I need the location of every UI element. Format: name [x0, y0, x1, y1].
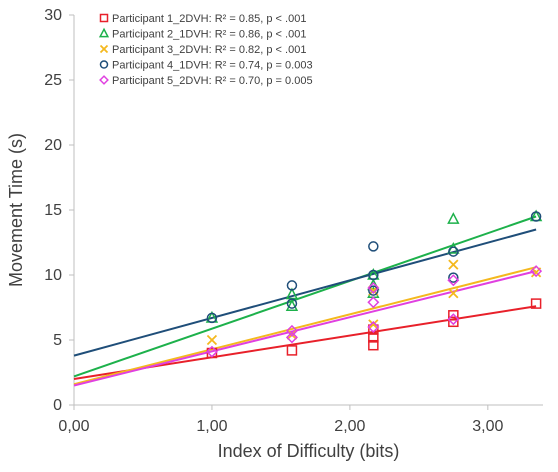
circle-marker	[286, 280, 298, 291]
triangle-marker	[285, 299, 299, 311]
diamond-marker	[285, 331, 298, 344]
x-marker-stroke	[448, 259, 459, 270]
data-point-series-1	[368, 339, 379, 351]
y-tick-label: 5	[53, 332, 62, 349]
square-marker	[368, 339, 379, 351]
data-point-series-4	[206, 312, 218, 324]
x-tick-label: 2,00	[334, 418, 365, 435]
data-point-series-4	[286, 298, 298, 309]
legend: Participant 1_2DVH: R² = 0.85, p < .001 P…	[98, 13, 313, 87]
x-marker-stroke	[448, 288, 459, 299]
circle-marker	[368, 241, 379, 252]
data-point-series-5	[367, 296, 380, 309]
data-point-series-2	[447, 212, 460, 224]
x-tick-label: 3,00	[472, 418, 503, 435]
y-tick-label: 15	[44, 202, 62, 219]
legend-label-series-3: Participant 3_2DVH: R² = 0.82, p < .001	[112, 44, 306, 56]
data-point-series-4	[368, 241, 379, 252]
y-tick-label: 0	[53, 397, 62, 414]
x-marker-stroke	[206, 334, 218, 346]
axes: 0 5 10 15 20 25 30 0,00 1,00 2,00 3,00	[44, 7, 543, 435]
y-axis-title: Movement Time (s)	[6, 133, 26, 287]
y-tick-label: 30	[44, 7, 62, 24]
data-point-series-3	[448, 259, 459, 270]
trendline-series-5	[73, 270, 537, 387]
x-axis-title: Index of Difficulty (bits)	[218, 441, 400, 461]
data-point-series-5	[367, 281, 380, 295]
data-point-series-2	[285, 299, 299, 311]
circle-marker	[368, 269, 379, 281]
y-tick-label: 25	[44, 72, 62, 89]
square-marker	[448, 316, 459, 328]
data-point-series-1	[448, 316, 459, 328]
circle-marker	[448, 246, 459, 257]
triangle-marker	[98, 27, 110, 38]
diamond-marker	[530, 265, 543, 278]
data-point-series-4	[448, 272, 459, 283]
data-point-series-3	[368, 319, 379, 330]
circle-marker	[206, 312, 218, 324]
data-point-series-4	[368, 269, 379, 281]
legend-marker-series-1	[99, 13, 109, 23]
trendline-series-4	[73, 228, 537, 357]
square-marker	[530, 298, 542, 309]
y-tick-label: 20	[44, 137, 62, 154]
y-tick-label: 10	[44, 267, 62, 284]
data-point-series-1	[286, 345, 298, 356]
legend-label-series-5: Participant 5_2DVH: R² = 0.70, p = 0.005	[112, 75, 313, 87]
circle-marker	[286, 298, 298, 309]
data-point-series-5	[447, 274, 460, 287]
square-marker	[286, 345, 298, 356]
trendline-series-2	[73, 215, 537, 378]
circle-marker	[368, 285, 379, 296]
data-points	[205, 209, 543, 359]
circle-marker	[448, 272, 459, 283]
square-marker	[448, 310, 459, 321]
data-point-series-4	[448, 246, 459, 257]
legend-marker-series-5	[99, 75, 109, 85]
data-point-series-5	[285, 324, 298, 337]
diamond-marker	[367, 281, 380, 295]
data-point-series-3	[448, 288, 459, 299]
legend-label-series-1: Participant 1_2DVH: R² = 0.85, p < .001	[112, 13, 306, 25]
data-point-series-4	[368, 285, 379, 296]
trendline-series-3	[73, 266, 537, 386]
data-point-series-5	[205, 345, 218, 358]
legend-marker-series-4	[99, 60, 109, 69]
data-point-series-3	[206, 334, 218, 346]
data-point-series-5	[447, 313, 460, 326]
diamond-marker	[447, 274, 460, 287]
diamond-marker	[367, 296, 380, 309]
x-tick-label: 1,00	[196, 418, 227, 435]
legend-label-series-2: Participant 2_1DVH: R² = 0.86, p < .001	[112, 29, 306, 41]
diamond-marker	[285, 324, 298, 337]
legend-marker-series-3	[99, 44, 109, 54]
data-point-series-5	[530, 265, 543, 278]
trendlines	[73, 215, 537, 387]
circle-marker	[99, 60, 109, 69]
legend-marker-series-2	[98, 27, 110, 38]
diamond-marker	[99, 75, 109, 85]
data-point-series-4	[286, 280, 298, 291]
diamond-marker	[447, 313, 460, 326]
legend-label-series-4: Participant 4_1DVH: R² = 0.74, p = 0.003	[112, 60, 313, 72]
data-point-series-4	[530, 211, 542, 222]
data-point-series-5	[285, 331, 298, 344]
data-point-series-1	[530, 298, 542, 309]
diamond-marker	[205, 345, 218, 358]
diamond-marker	[367, 320, 380, 334]
data-point-series-1	[448, 310, 459, 321]
x-tick-label: 0,00	[58, 418, 89, 435]
square-marker	[99, 13, 109, 23]
data-point-series-5	[367, 320, 380, 334]
x-marker-stroke	[368, 319, 379, 330]
x-marker-stroke	[99, 44, 109, 54]
circle-marker	[530, 211, 542, 222]
triangle-marker	[447, 212, 460, 224]
